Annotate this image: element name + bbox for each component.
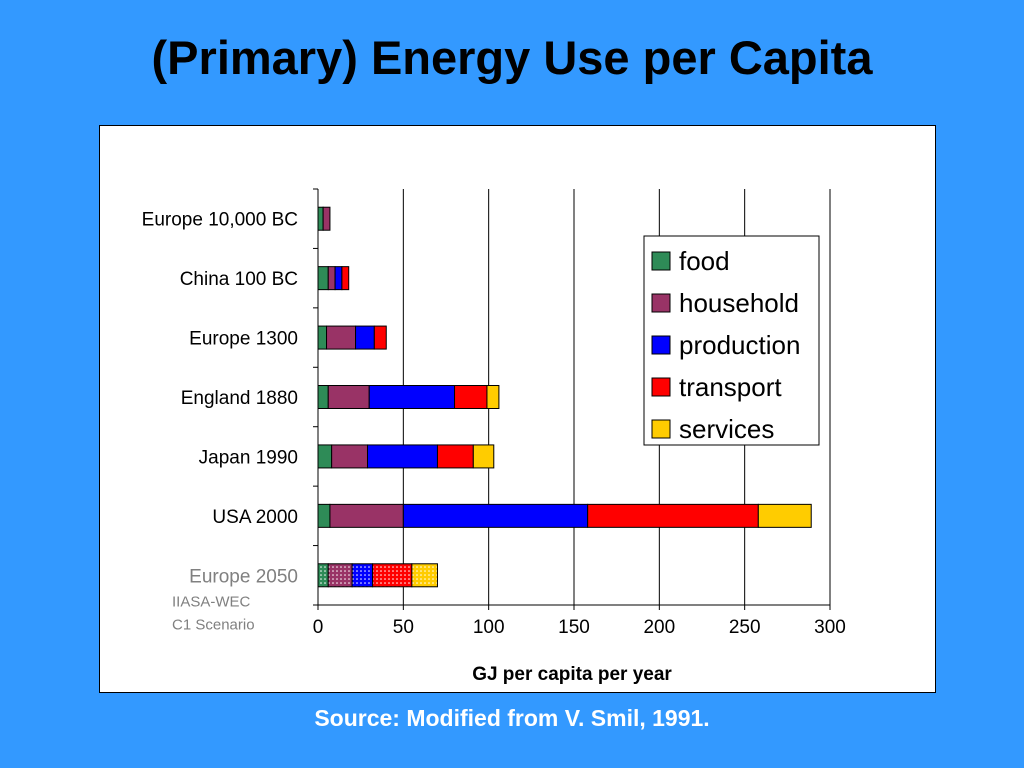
bar-segment-services	[472, 444, 495, 469]
bar-segment-production	[402, 503, 589, 528]
bar-segment-household	[327, 385, 370, 409]
category-label: Europe 1300	[189, 329, 298, 350]
bar-segment-production	[334, 266, 343, 291]
legend-box	[643, 235, 820, 446]
legend-swatch-production	[651, 335, 671, 355]
x-tick-label: 200	[643, 617, 675, 638]
legend-label-food: food	[679, 246, 730, 276]
bar-segment-food	[317, 503, 331, 528]
bar-segment-production	[368, 385, 456, 409]
bar-segment-services	[411, 563, 438, 588]
category-label: Europe 2050	[189, 566, 298, 587]
source-note: Source: Modified from V. Smil, 1991.	[314, 705, 710, 731]
bar-segment-food	[317, 266, 329, 291]
bar-segment-production	[351, 563, 374, 588]
category-label: China 100 BC	[180, 269, 298, 290]
x-tick-label: 150	[558, 617, 590, 638]
x-tick-label: 250	[729, 617, 761, 638]
x-tick-label: 100	[473, 617, 505, 638]
legend-swatch-food	[651, 251, 671, 271]
bar-segment-transport	[341, 266, 350, 291]
bars	[317, 206, 812, 588]
bar-segment-production	[355, 325, 375, 350]
category-labels: Europe 10,000 BC China 100 BC Europe 1300 E…	[142, 210, 298, 634]
bar-segment-household	[329, 503, 404, 528]
bar-segment-household	[327, 563, 353, 588]
bar-segment-transport	[587, 503, 759, 528]
bar-segment-household	[331, 444, 368, 469]
bar-segment-services	[486, 385, 500, 409]
x-tick-label: 50	[393, 617, 414, 638]
category-label: Europe 10,000 BC	[142, 210, 298, 231]
slide-title: (Primary) Energy Use per Capita	[151, 31, 873, 84]
bar-segment-production	[366, 444, 438, 469]
bar-segment-transport	[436, 444, 474, 469]
legend: food household production transport services	[643, 235, 820, 446]
legend-label-production: production	[679, 330, 800, 360]
bar-segment-food	[317, 206, 324, 231]
x-tick-label: 0	[313, 617, 324, 638]
legend-swatch-household	[651, 293, 671, 313]
bar-segment-household	[326, 325, 357, 350]
bar-segment-household	[322, 206, 331, 231]
category-label: Japan 1990	[199, 447, 298, 468]
legend-label-transport: transport	[679, 372, 782, 402]
bar-segment-services	[757, 503, 812, 528]
category-label: USA 2000	[212, 507, 298, 528]
chart-panel: 0 50 100 150 200 250 300 Europe 10,000 BC China…	[99, 125, 936, 693]
bar-segment-food	[317, 385, 329, 409]
x-tick-label: 300	[814, 617, 846, 638]
legend-swatch-transport	[651, 377, 671, 397]
axes: 0 50 100 150 200 250 300	[313, 188, 846, 638]
category-sublabel: C1 Scenario	[172, 616, 255, 633]
category-label: England 1880	[181, 388, 298, 409]
bar-segment-transport	[454, 385, 488, 409]
bar-segment-transport	[372, 563, 413, 588]
bar-segment-food	[317, 444, 333, 469]
bar-segment-food	[317, 563, 329, 588]
energy-chart: 0 50 100 150 200 250 300 Europe 10,000 BC China…	[142, 188, 846, 685]
bar-segment-household	[327, 266, 336, 291]
bar-segment-food	[317, 325, 328, 350]
category-sublabel: IIASA-WEC	[172, 593, 251, 610]
legend-label-household: household	[679, 288, 799, 318]
legend-label-services: services	[679, 414, 774, 444]
legend-swatch-services	[651, 419, 671, 439]
bar-segment-transport	[373, 325, 387, 350]
x-axis-title: GJ per capita per year	[472, 664, 672, 685]
